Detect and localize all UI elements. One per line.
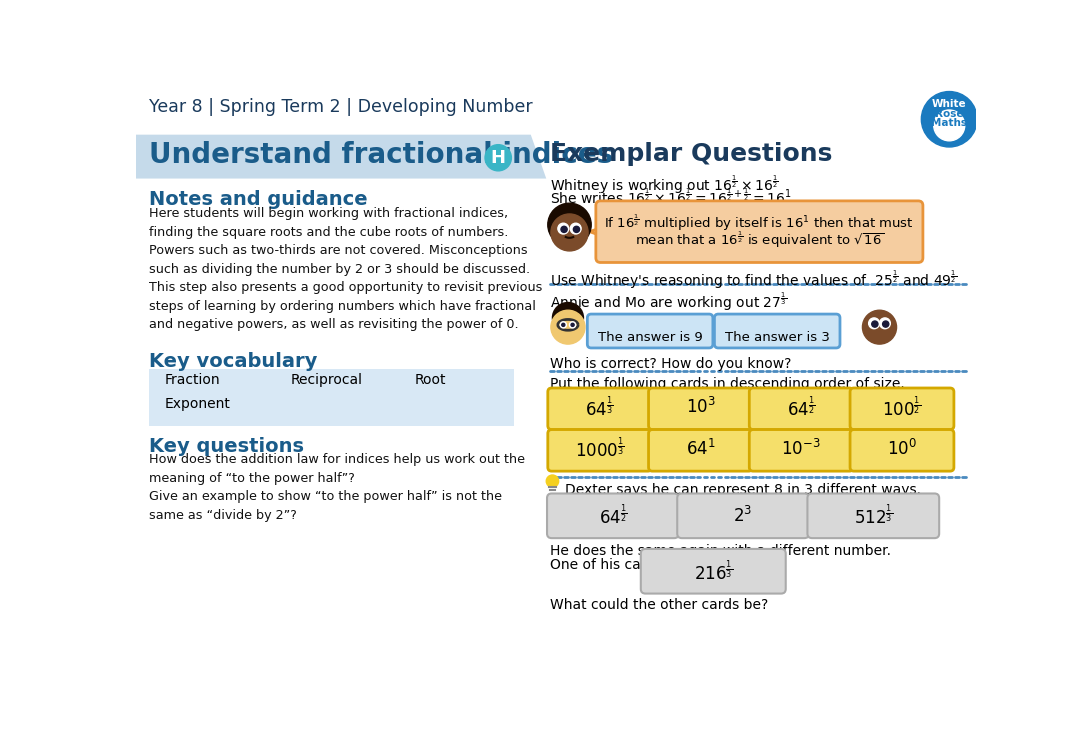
Text: White: White — [932, 99, 967, 109]
Circle shape — [570, 224, 581, 234]
Text: The answer is 9: The answer is 9 — [597, 331, 702, 344]
Circle shape — [553, 302, 583, 333]
Text: Key questions: Key questions — [150, 436, 305, 455]
FancyBboxPatch shape — [749, 430, 853, 471]
Text: $64^{\frac{1}{2}}$: $64^{\frac{1}{2}}$ — [598, 504, 628, 528]
Text: Reciprocal: Reciprocal — [291, 373, 362, 386]
Circle shape — [551, 310, 585, 344]
Circle shape — [546, 475, 558, 488]
Text: $64^1$: $64^1$ — [685, 439, 715, 459]
FancyBboxPatch shape — [648, 388, 752, 430]
Circle shape — [933, 110, 965, 141]
Text: $100^{\frac{1}{2}}$: $100^{\frac{1}{2}}$ — [882, 395, 921, 419]
Circle shape — [558, 224, 569, 234]
Circle shape — [863, 310, 896, 344]
Circle shape — [560, 322, 567, 328]
FancyBboxPatch shape — [150, 369, 514, 427]
Circle shape — [879, 318, 890, 328]
Text: Exemplar Questions: Exemplar Questions — [550, 142, 833, 166]
FancyBboxPatch shape — [749, 388, 853, 430]
Circle shape — [921, 92, 977, 147]
Text: $10^0$: $10^0$ — [887, 439, 917, 459]
Text: $10^{-3}$: $10^{-3}$ — [782, 439, 821, 459]
FancyBboxPatch shape — [850, 430, 954, 471]
Text: Put the following cards in descending order of size.: Put the following cards in descending or… — [550, 377, 905, 392]
Text: Understand fractional indices: Understand fractional indices — [150, 141, 614, 169]
Circle shape — [571, 323, 575, 326]
Circle shape — [882, 321, 889, 327]
Text: $216^{\frac{1}{3}}$: $216^{\frac{1}{3}}$ — [694, 560, 733, 584]
Circle shape — [485, 145, 512, 171]
Text: Rose: Rose — [935, 110, 964, 119]
FancyBboxPatch shape — [547, 494, 679, 538]
Text: Fraction: Fraction — [165, 373, 220, 386]
Text: What could the other cards be?: What could the other cards be? — [550, 598, 769, 612]
Text: She writes $16^{\frac{1}{2}} \times 16^{\frac{1}{2}} = 16^{\frac{1}{2}+\frac{1}{: She writes $16^{\frac{1}{2}} \times 16^{… — [550, 188, 792, 207]
Polygon shape — [136, 135, 546, 178]
Text: $64^{\frac{1}{2}}$: $64^{\frac{1}{2}}$ — [787, 395, 815, 419]
Text: $64^{\frac{1}{3}}$: $64^{\frac{1}{3}}$ — [585, 395, 614, 419]
Text: Exponent: Exponent — [165, 398, 231, 411]
Text: Dexter says he can represent 8 in 3 different ways.: Dexter says he can represent 8 in 3 diff… — [565, 483, 920, 496]
FancyBboxPatch shape — [714, 314, 840, 348]
Text: Year 8 | Spring Term 2 | Developing Number: Year 8 | Spring Term 2 | Developing Numb… — [150, 98, 533, 116]
Text: $512^{\frac{1}{3}}$: $512^{\frac{1}{3}}$ — [854, 504, 893, 528]
FancyBboxPatch shape — [547, 388, 651, 430]
Circle shape — [872, 321, 878, 327]
Text: Whitney is working out $16^{\frac{1}{2}} \times 16^{\frac{1}{2}}$: Whitney is working out $16^{\frac{1}{2}}… — [550, 173, 778, 196]
Text: Use Whitney's reasoning to find the values of $\ 25^{\frac{1}{2}}$ and $49^{\fra: Use Whitney's reasoning to find the valu… — [550, 268, 957, 291]
Text: mean that a $16^{\frac{1}{2}}$ is equivalent to $\sqrt{16}$: mean that a $16^{\frac{1}{2}}$ is equiva… — [635, 230, 883, 251]
Text: Root: Root — [414, 373, 446, 386]
Text: Here students will begin working with fractional indices,
finding the square roo: Here students will begin working with fr… — [150, 207, 543, 331]
Circle shape — [547, 203, 591, 246]
Circle shape — [569, 322, 576, 328]
FancyBboxPatch shape — [648, 430, 752, 471]
Circle shape — [868, 318, 879, 328]
Text: Notes and guidance: Notes and guidance — [150, 190, 369, 209]
FancyBboxPatch shape — [596, 201, 922, 262]
Text: Key vocabulary: Key vocabulary — [150, 352, 318, 370]
FancyBboxPatch shape — [808, 494, 939, 538]
Circle shape — [551, 214, 589, 251]
FancyBboxPatch shape — [678, 494, 809, 538]
Text: $1000^{\frac{1}{3}}$: $1000^{\frac{1}{3}}$ — [575, 437, 624, 460]
Text: Maths: Maths — [931, 118, 967, 128]
Circle shape — [562, 323, 565, 326]
Text: He does the same again with a different number.: He does the same again with a different … — [550, 544, 891, 558]
Circle shape — [562, 226, 567, 232]
Text: H: H — [491, 148, 506, 166]
Text: Who is correct? How do you know?: Who is correct? How do you know? — [550, 357, 791, 371]
Text: One of his cards is: One of his cards is — [550, 558, 678, 572]
FancyBboxPatch shape — [641, 549, 786, 593]
FancyBboxPatch shape — [588, 314, 713, 348]
FancyBboxPatch shape — [850, 388, 954, 430]
Polygon shape — [590, 228, 601, 236]
Text: How does the addition law for indices help us work out the
meaning of “to the po: How does the addition law for indices he… — [150, 454, 526, 522]
Text: $2^3$: $2^3$ — [734, 506, 752, 526]
Text: $10^3$: $10^3$ — [685, 398, 715, 417]
FancyBboxPatch shape — [547, 430, 651, 471]
Circle shape — [573, 226, 580, 232]
Text: Annie and Mo are working out $27^{\frac{1}{3}}$: Annie and Mo are working out $27^{\frac{… — [550, 290, 787, 313]
Text: If $16^{\frac{1}{2}}$ multiplied by itself is $16^1$ then that must: If $16^{\frac{1}{2}}$ multiplied by itse… — [605, 213, 914, 233]
Text: The answer is 3: The answer is 3 — [725, 331, 829, 344]
